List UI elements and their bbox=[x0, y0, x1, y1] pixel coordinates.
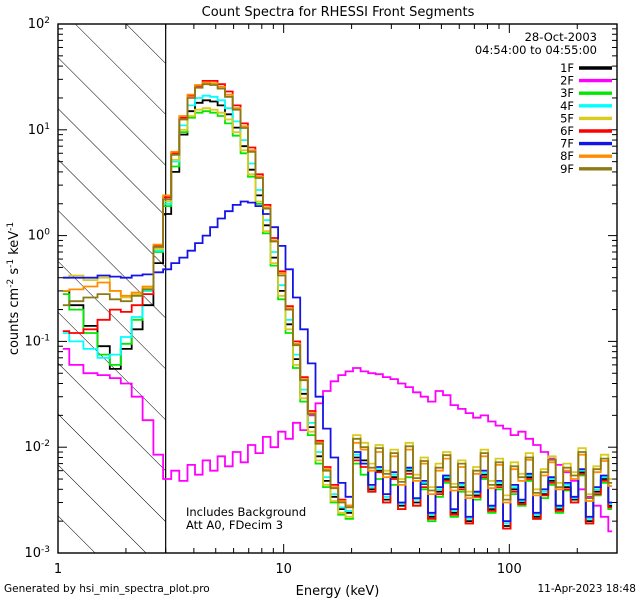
series-line-3F bbox=[62, 110, 613, 530]
series-line-2F bbox=[62, 348, 613, 533]
footer-timestamp: 11-Apr-2023 18:48 bbox=[537, 583, 636, 595]
series-line-5F bbox=[62, 107, 613, 518]
legend-label-6F[interactable]: 6F bbox=[560, 124, 574, 138]
series-line-1F bbox=[62, 99, 613, 527]
x-tick-label: 10 bbox=[275, 562, 292, 577]
legend-label-1F[interactable]: 1F bbox=[560, 61, 574, 75]
tick-labels: 1 10 100 10-3 10-2 10-1 100 101 102 bbox=[24, 16, 521, 577]
series-line-7F bbox=[62, 200, 613, 523]
series-line-8F bbox=[62, 81, 613, 507]
y-tick-label: 101 bbox=[28, 122, 50, 138]
series-line-4F bbox=[62, 94, 613, 525]
observation-date: 28-Oct-2003 bbox=[525, 30, 597, 44]
y-tick-label: 102 bbox=[28, 16, 50, 32]
annotation-attenuator-state: Att A0, FDecim 3 bbox=[186, 518, 283, 532]
y-axis-title: counts cm-2 s-1 keV-1 bbox=[6, 222, 22, 355]
y-tick-label: 10-1 bbox=[24, 333, 50, 349]
chart-title: Count Spectra for RHESSI Front Segments bbox=[202, 5, 475, 20]
legend-label-8F[interactable]: 8F bbox=[560, 149, 574, 163]
x-tick-label: 100 bbox=[497, 562, 522, 577]
annotation-includes-background: Includes Background bbox=[186, 505, 306, 519]
plot-frame bbox=[57, 23, 618, 554]
y-tick-label: 100 bbox=[28, 228, 51, 244]
y-tick-label: 10-3 bbox=[24, 545, 50, 561]
footer-generated-by: Generated by hsi_min_spectra_plot.pro bbox=[4, 583, 210, 595]
observation-time-range: 04:54:00 to 04:55:00 bbox=[475, 43, 597, 57]
x-tick-label: 1 bbox=[54, 562, 62, 577]
x-axis-title: Energy (keV) bbox=[296, 584, 380, 599]
legend-label-5F[interactable]: 5F bbox=[560, 111, 574, 125]
legend-label-7F[interactable]: 7F bbox=[560, 137, 574, 151]
legend-label-9F[interactable]: 9F bbox=[560, 162, 574, 176]
legend-label-2F[interactable]: 2F bbox=[560, 74, 574, 88]
legend-label-4F[interactable]: 4F bbox=[560, 99, 574, 113]
series-line-9F bbox=[62, 83, 613, 509]
data-series-group bbox=[62, 80, 613, 533]
legend-label-3F[interactable]: 3F bbox=[560, 86, 574, 100]
y-tick-label: 10-2 bbox=[24, 439, 50, 455]
